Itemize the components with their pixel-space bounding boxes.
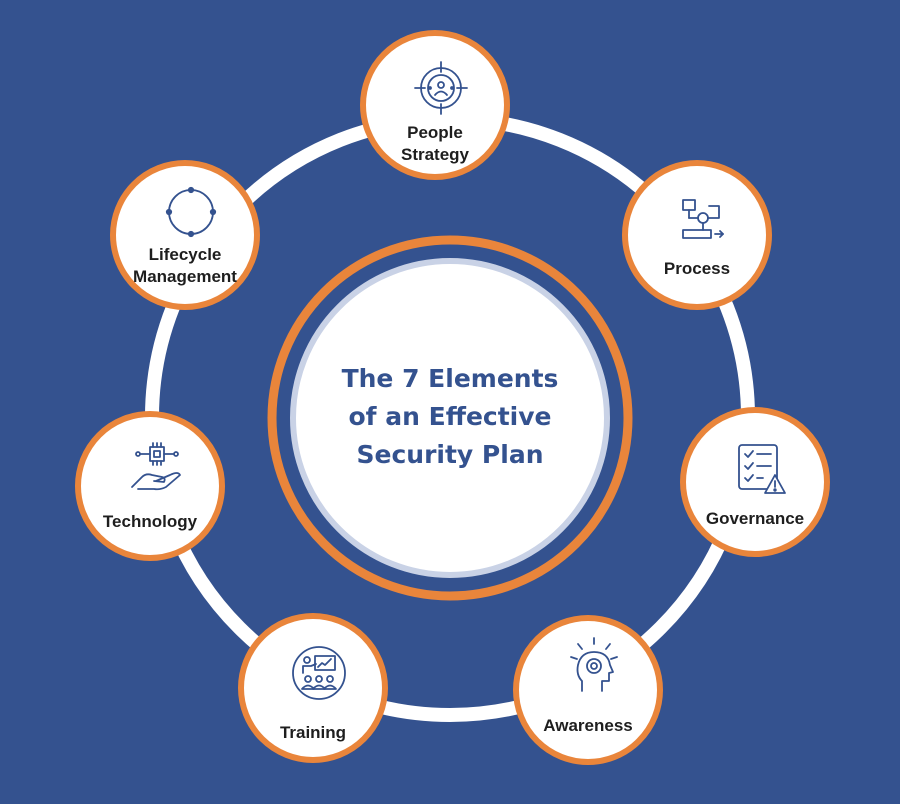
presentation-audience-icon [289, 643, 349, 703]
title-line-3: Security Plan [356, 440, 544, 469]
center-disc [290, 258, 610, 578]
node-label: Training [244, 722, 382, 744]
node-label: People Strategy [366, 122, 504, 166]
node-label: Lifecycle Management [116, 244, 254, 288]
node-process: Process [622, 160, 772, 310]
node-label: Technology [81, 511, 219, 533]
label-line-1: People [407, 123, 463, 142]
cycle-arrows-icon [161, 182, 221, 242]
title-line-1: The 7 Elements [341, 364, 559, 393]
label-line-1: Lifecycle [148, 245, 222, 264]
head-lightbulb-icon [564, 635, 624, 695]
checklist-warning-icon [731, 439, 791, 499]
node-governance: Governance [680, 407, 830, 557]
label-line-1: Awareness [543, 716, 633, 735]
process-flow-icon [673, 192, 733, 252]
orange-center-ring [267, 235, 633, 601]
node-training: Training [238, 613, 388, 763]
node-label: Process [628, 258, 766, 280]
node-lifecycle-management: Lifecycle Management [110, 160, 260, 310]
label-line-2: Strategy [400, 145, 470, 164]
label-line-2: Management [133, 267, 237, 286]
node-label: Awareness [519, 715, 657, 737]
node-label: Governance [686, 508, 824, 530]
label-line-1: Governance [705, 509, 805, 528]
hand-chip-icon [126, 437, 186, 497]
diagram-title: The 7 Elements of an Effective Security … [305, 352, 595, 482]
label-line-1: Training [279, 723, 347, 742]
label-line-1: Technology [102, 512, 198, 531]
node-awareness: Awareness [513, 615, 663, 765]
node-technology: Technology [75, 411, 225, 561]
title-line-2: of an Effective [348, 402, 552, 431]
node-people-strategy: People Strategy [360, 30, 510, 180]
label-line-1: Process [663, 259, 731, 278]
target-person-icon [411, 58, 471, 118]
